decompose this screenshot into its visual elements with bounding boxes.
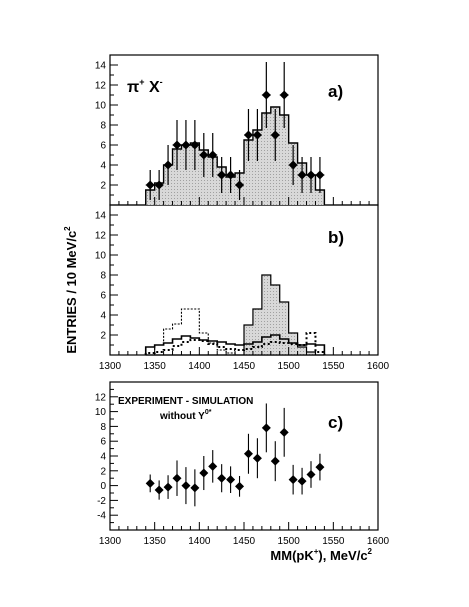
y-tick-label: 4: [100, 452, 106, 463]
panel-a-annotation: π+ X-: [127, 77, 163, 96]
data-point: [297, 170, 307, 180]
x-tick-label: 1500: [278, 361, 301, 372]
data-point: [199, 150, 209, 160]
x-axis-title: MM(pK+), MeV/c2: [270, 547, 372, 563]
data-point: [261, 423, 271, 433]
y-tick-label: 8: [100, 121, 106, 132]
data-point: [270, 456, 280, 466]
y-tick-label: 6: [100, 291, 106, 302]
x-tick-label: 1350: [144, 361, 167, 372]
x-tick-label: 1450: [233, 361, 256, 372]
x-tick-label: 1600: [367, 536, 390, 547]
y-tick-label: 2: [100, 181, 106, 192]
x-tick-label: 1400: [188, 536, 211, 547]
data-point: [315, 170, 325, 180]
data-point: [172, 473, 182, 483]
data-point: [243, 449, 253, 459]
x-tick-label: 1550: [322, 361, 345, 372]
data-point: [163, 482, 173, 492]
data-point: [208, 461, 218, 471]
y-tick-label: 12: [95, 81, 107, 92]
panel-a-experiment-points: [145, 62, 325, 200]
data-point: [226, 170, 236, 180]
y-tick-label: 6: [100, 141, 106, 152]
data-point: [235, 481, 245, 491]
panel-b-label: b): [328, 228, 344, 247]
x-tick-label: 1350: [144, 536, 167, 547]
axis-ticks: 2 4 6 8 10 12 14 2 4 6 8 10 12 14 -4 -2 0 2 4 6 8 10 12 1300 135…: [95, 61, 390, 548]
panel-c-annotation-line1: EXPERIMENT - SIMULATION: [118, 396, 253, 407]
data-point: [252, 130, 262, 140]
y-tick-label: 14: [95, 211, 107, 222]
x-tick-label: 1400: [188, 361, 211, 372]
panel-a-simulation-fill: [145, 107, 325, 205]
y-tick-label: 2: [100, 466, 106, 477]
data-point: [279, 427, 289, 437]
y-axis-title: ENTRIES / 10 MeV/c2: [63, 226, 79, 354]
data-point: [306, 470, 316, 479]
panel-c-annotation-line2: without Y0*: [159, 409, 212, 422]
data-point: [261, 90, 271, 100]
dashed-component: [145, 308, 325, 356]
y-tick-label: 8: [100, 422, 106, 433]
y-tick-label: 12: [95, 231, 107, 242]
simulation-fill: [145, 107, 325, 205]
data-point: [163, 160, 173, 170]
data-point: [172, 140, 182, 150]
data-point: [154, 180, 164, 190]
data-point: [154, 485, 164, 495]
x-tick-label: 1550: [322, 536, 345, 547]
panel-a-label: a): [328, 82, 343, 101]
y-tick-label: -2: [97, 496, 106, 507]
x-tick-label: 1450: [233, 536, 256, 547]
data-point: [217, 170, 227, 180]
data-point: [252, 453, 262, 463]
y-tick-label: 12: [95, 392, 107, 403]
solid-component: [144, 334, 326, 355]
y-tick-label: 4: [100, 311, 106, 322]
data-point: [306, 170, 316, 180]
x-tick-label: 1600: [367, 361, 390, 372]
y-tick-label: 10: [95, 251, 107, 262]
panel-c-difference-points: [145, 403, 325, 507]
x-tick-label: 1300: [99, 536, 122, 547]
dotted-component: [144, 332, 326, 355]
data-point: [279, 90, 289, 100]
y-tick-label: 2: [100, 331, 106, 342]
y-tick-label: 10: [95, 101, 107, 112]
y-tick-label: 8: [100, 271, 106, 282]
data-point: [315, 462, 325, 472]
y-tick-label: 10: [95, 407, 107, 418]
x-tick-label: 1300: [99, 361, 122, 372]
data-point: [288, 475, 298, 485]
data-point: [243, 130, 253, 140]
data-point: [190, 140, 200, 150]
data-point: [217, 473, 227, 483]
data-point: [145, 478, 155, 488]
data-point: [208, 150, 218, 160]
y-tick-label: 0: [100, 481, 106, 492]
y-tick-label: 6: [100, 437, 106, 448]
data-point: [181, 140, 191, 150]
data-point: [181, 481, 191, 491]
data-point: [145, 180, 155, 190]
data-point: [270, 130, 280, 140]
data-point: [235, 180, 245, 190]
data-point: [226, 475, 236, 485]
x-tick-label: 1500: [278, 536, 301, 547]
panel-b-components: [144, 308, 326, 356]
data-point: [297, 476, 307, 486]
data-point: [288, 160, 298, 170]
y-tick-label: 14: [95, 61, 107, 72]
y-tick-label: 4: [100, 161, 106, 172]
panel-c-label: c): [328, 413, 343, 432]
data-point: [190, 483, 200, 493]
y-tick-label: -4: [97, 511, 106, 522]
data-point: [199, 468, 209, 478]
